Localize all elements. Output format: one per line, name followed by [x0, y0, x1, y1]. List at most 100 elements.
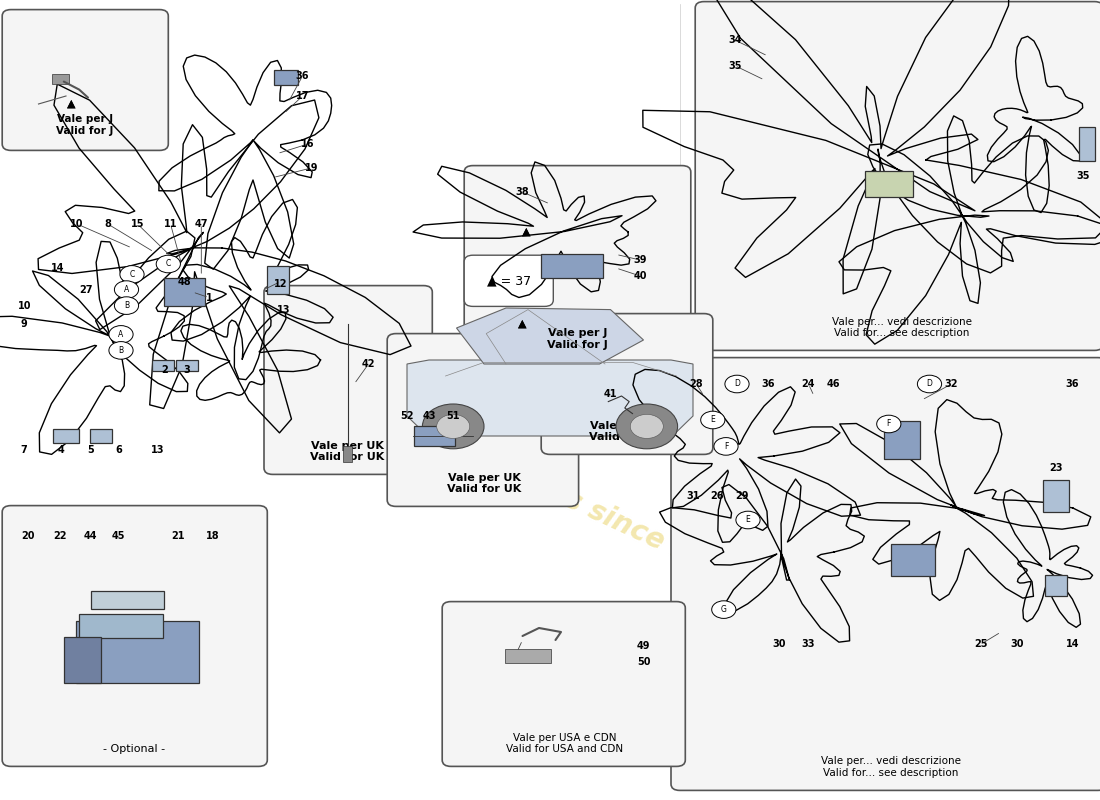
Text: 14: 14 — [1066, 639, 1079, 649]
Text: 25: 25 — [975, 639, 988, 649]
Text: Vale per UK
Valid for UK: Vale per UK Valid for UK — [447, 473, 521, 494]
Text: B: B — [124, 301, 129, 310]
Text: 30: 30 — [1011, 639, 1024, 649]
Text: 45: 45 — [112, 531, 125, 541]
Text: 28: 28 — [690, 379, 703, 389]
Text: 41: 41 — [604, 389, 617, 398]
FancyBboxPatch shape — [541, 254, 603, 278]
FancyBboxPatch shape — [264, 286, 432, 474]
Text: 6: 6 — [116, 445, 122, 454]
Text: 16: 16 — [301, 139, 315, 149]
Circle shape — [714, 438, 738, 455]
Text: 35: 35 — [728, 61, 741, 70]
Text: 34: 34 — [728, 35, 741, 45]
FancyBboxPatch shape — [176, 360, 198, 371]
Text: 50: 50 — [637, 658, 650, 667]
FancyBboxPatch shape — [2, 506, 267, 766]
Text: 13: 13 — [151, 445, 164, 454]
Circle shape — [630, 414, 663, 438]
Text: Vale per UK
Valid for UK: Vale per UK Valid for UK — [310, 441, 385, 462]
FancyBboxPatch shape — [884, 421, 920, 459]
Text: 10: 10 — [70, 219, 84, 229]
Text: 15: 15 — [131, 219, 144, 229]
Circle shape — [120, 266, 144, 283]
FancyBboxPatch shape — [90, 591, 165, 609]
Circle shape — [701, 411, 725, 429]
Text: 8: 8 — [104, 219, 111, 229]
FancyBboxPatch shape — [442, 602, 685, 766]
FancyBboxPatch shape — [1079, 127, 1094, 161]
Circle shape — [109, 326, 133, 343]
Text: 42: 42 — [362, 359, 375, 369]
Text: Vale per... vedi descrizione
Valid for... see description: Vale per... vedi descrizione Valid for..… — [821, 756, 961, 778]
FancyBboxPatch shape — [891, 544, 935, 576]
FancyBboxPatch shape — [343, 446, 352, 462]
FancyBboxPatch shape — [1045, 574, 1067, 597]
FancyBboxPatch shape — [541, 314, 713, 454]
Text: 17: 17 — [296, 91, 309, 101]
Circle shape — [114, 297, 139, 314]
Text: 3: 3 — [184, 365, 190, 374]
Text: 21: 21 — [172, 531, 185, 541]
Text: 39: 39 — [634, 255, 647, 265]
Text: A: A — [119, 330, 123, 339]
Text: 22: 22 — [54, 531, 67, 541]
Text: 44: 44 — [84, 531, 97, 541]
FancyBboxPatch shape — [1043, 480, 1069, 512]
Text: 36: 36 — [761, 379, 774, 389]
Text: Vale per J
Valid for J: Vale per J Valid for J — [547, 328, 608, 350]
Text: 36: 36 — [1066, 379, 1079, 389]
Circle shape — [422, 404, 484, 449]
Text: 5: 5 — [87, 445, 94, 454]
Text: 24: 24 — [802, 379, 815, 389]
Text: 49: 49 — [637, 642, 650, 651]
Circle shape — [877, 415, 901, 433]
FancyBboxPatch shape — [267, 266, 289, 294]
Text: 13: 13 — [277, 305, 290, 314]
Text: a passion for parts since 1985: a passion for parts since 1985 — [308, 368, 748, 592]
Text: ▲ = 37: ▲ = 37 — [486, 274, 531, 287]
Text: ▲: ▲ — [521, 227, 530, 237]
FancyBboxPatch shape — [387, 334, 579, 506]
Text: D: D — [734, 379, 740, 389]
Text: 46: 46 — [827, 379, 840, 389]
Circle shape — [156, 255, 180, 273]
Text: 18: 18 — [206, 531, 219, 541]
Text: Vale per GD
Valid for GD: Vale per GD Valid for GD — [590, 421, 664, 442]
FancyBboxPatch shape — [865, 171, 913, 197]
Circle shape — [437, 414, 470, 438]
Circle shape — [109, 342, 133, 359]
FancyBboxPatch shape — [464, 255, 553, 306]
Circle shape — [725, 375, 749, 393]
FancyBboxPatch shape — [414, 426, 455, 446]
FancyBboxPatch shape — [671, 358, 1100, 790]
Text: F: F — [724, 442, 728, 451]
Text: 27: 27 — [79, 285, 92, 294]
FancyBboxPatch shape — [152, 360, 174, 371]
Text: 12: 12 — [274, 279, 287, 289]
Text: 31: 31 — [686, 491, 700, 501]
FancyBboxPatch shape — [2, 10, 168, 150]
Text: 38: 38 — [516, 187, 529, 197]
Text: 33: 33 — [802, 639, 815, 649]
Text: C: C — [130, 270, 134, 279]
Text: ▲: ▲ — [521, 227, 530, 237]
Text: 4: 4 — [57, 445, 64, 454]
Text: F: F — [887, 419, 891, 429]
Text: 23: 23 — [1049, 463, 1063, 473]
Text: 47: 47 — [195, 219, 208, 229]
FancyBboxPatch shape — [79, 614, 164, 638]
Text: Vale per J
Valid for J: Vale per J Valid for J — [56, 114, 113, 136]
FancyBboxPatch shape — [90, 429, 112, 443]
Circle shape — [616, 404, 678, 449]
Text: 11: 11 — [164, 219, 177, 229]
FancyBboxPatch shape — [53, 429, 79, 443]
Text: Vale per... vedi descrizione
Valid for... see description: Vale per... vedi descrizione Valid for..… — [832, 317, 972, 338]
FancyBboxPatch shape — [464, 166, 691, 362]
Polygon shape — [456, 308, 644, 364]
Text: G: G — [720, 605, 727, 614]
Text: 26: 26 — [711, 491, 724, 501]
Text: ▲: ▲ — [518, 319, 527, 329]
Text: 40: 40 — [634, 271, 647, 281]
Text: 48: 48 — [178, 277, 191, 286]
